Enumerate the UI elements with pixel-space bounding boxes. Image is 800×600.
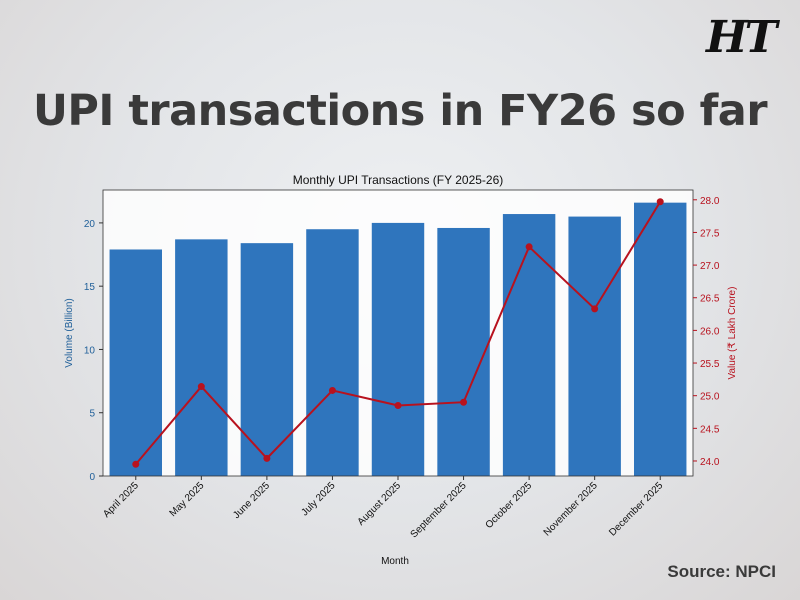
- bar-1: [175, 239, 228, 476]
- bar-8: [634, 202, 687, 477]
- y2-tick-label-6: 27.0: [700, 261, 720, 272]
- bar-5: [437, 227, 490, 476]
- y-tick-label-1: 5: [89, 409, 95, 420]
- value-point-5: [460, 398, 468, 406]
- y2-tick-label-0: 24.0: [700, 457, 720, 468]
- x-tick-label-0: April 2025: [101, 480, 141, 520]
- y2-axis-label: Value (₹ Lakh Crore): [727, 287, 738, 380]
- y2-tick-label-7: 27.5: [700, 228, 720, 239]
- value-point-6: [525, 243, 533, 251]
- y-tick-label-2: 10: [84, 345, 96, 356]
- value-point-2: [263, 454, 271, 462]
- y-tick-label-0: 0: [89, 472, 95, 483]
- x-tick-label-2: June 2025: [231, 480, 272, 521]
- x-tick-label-6: October 2025: [484, 480, 535, 531]
- value-point-7: [591, 305, 599, 313]
- bar-3: [306, 229, 359, 476]
- headline: UPI transactions in FY26 so far: [32, 86, 768, 136]
- y2-tick-label-5: 26.5: [700, 294, 720, 305]
- y-tick-label-4: 20: [84, 219, 96, 230]
- y2-tick-label-4: 26.0: [700, 326, 720, 337]
- x-tick-label-1: May 2025: [168, 480, 207, 519]
- bar-4: [371, 222, 425, 476]
- x-tick-label-5: September 2025: [409, 480, 469, 540]
- y2-tick-label-1: 24.5: [700, 424, 720, 435]
- value-point-4: [394, 401, 402, 409]
- x-tick-label-7: November 2025: [542, 480, 600, 538]
- bar-2: [240, 243, 294, 476]
- bar-7: [568, 216, 621, 476]
- y2-tick-label-8: 28.0: [700, 196, 720, 207]
- x-axis-label: Month: [381, 556, 409, 567]
- y-tick-label-3: 15: [84, 282, 96, 293]
- source-note: Source: NPCI: [667, 562, 776, 581]
- y2-tick-label-2: 25.0: [700, 392, 720, 403]
- chart-title: Monthly UPI Transactions (FY 2025-26): [293, 173, 504, 187]
- x-tick-label-3: July 2025: [300, 480, 338, 518]
- value-point-3: [328, 386, 336, 394]
- ht-logo: HT: [706, 12, 777, 63]
- value-point-8: [656, 198, 664, 206]
- bar-0: [109, 249, 162, 476]
- value-point-0: [132, 460, 140, 468]
- y-axis-label: Volume (Billion): [64, 298, 75, 367]
- y2-tick-label-3: 25.5: [700, 359, 720, 370]
- bar-6: [502, 214, 556, 476]
- x-tick-label-8: December 2025: [607, 480, 665, 538]
- value-point-1: [197, 383, 205, 391]
- x-tick-label-4: August 2025: [356, 480, 404, 528]
